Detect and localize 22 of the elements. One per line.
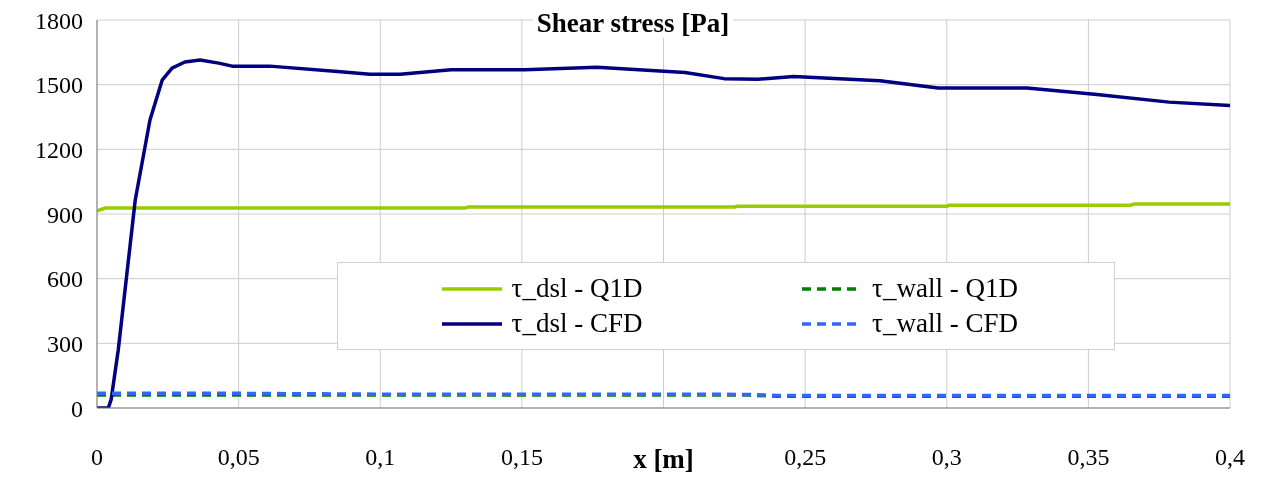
legend-label: τ_wall - CFD (872, 308, 1018, 339)
x-axis-title: x [m] (632, 444, 695, 475)
y-tick-label: 0 (71, 395, 83, 422)
line-series (97, 202, 1230, 213)
chart-title: Shear stress [Pa] (532, 8, 734, 38)
legend-label: τ_dsl - CFD (511, 308, 643, 339)
y-tick-label: 1800 (35, 7, 83, 34)
legend-label: τ_dsl - Q1D (511, 273, 643, 304)
y-tick-label: 1500 (35, 72, 83, 99)
legend-label: τ_wall - Q1D (872, 273, 1018, 304)
x-tick-label: 0,1 (365, 444, 396, 471)
x-tick-label: 0,15 (500, 444, 543, 471)
x-tick-label: 0,05 (217, 444, 260, 471)
x-tick-label: 0,35 (1067, 444, 1110, 471)
x-tick-label: 0,4 (1215, 444, 1245, 471)
y-tick-label: 300 (47, 330, 83, 357)
y-tick-label: 900 (47, 201, 83, 228)
x-tick-label: 0 (91, 444, 103, 471)
x-tick-label: 0,25 (784, 444, 827, 471)
y-tick-label: 600 (47, 266, 83, 293)
x-tick-label: 0,3 (931, 444, 962, 471)
y-tick-label: 1200 (35, 136, 83, 163)
